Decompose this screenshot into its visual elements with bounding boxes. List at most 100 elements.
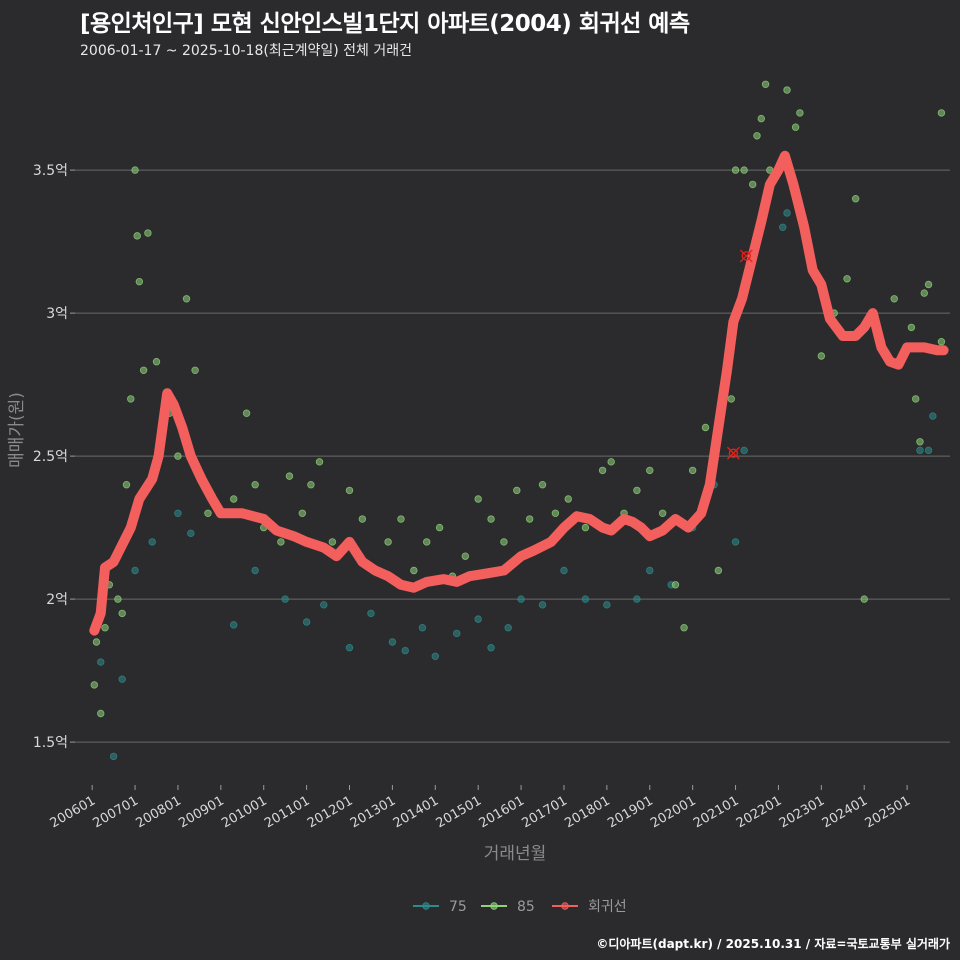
x-tick-label-7: 201301: [348, 793, 398, 831]
point-85-12: [139, 366, 148, 374]
point-85-51: [607, 458, 615, 466]
x-axis: 2006012007012008012009012010012011012012…: [48, 785, 913, 831]
point-75-27: [633, 595, 641, 603]
x-tick-label-1: 200701: [91, 793, 141, 831]
point-75-5: [174, 509, 182, 517]
y-tick-label-0: 1.5억: [33, 735, 68, 751]
point-85-11: [135, 277, 144, 286]
point-85-10: [133, 232, 141, 240]
point-85-6: [118, 609, 126, 618]
point-85-47: [551, 509, 560, 517]
point-85-54: [646, 466, 654, 475]
point-85-64: [748, 180, 757, 189]
point-85-34: [384, 538, 392, 546]
point-75-16: [418, 624, 427, 632]
point-85-9: [131, 166, 139, 174]
point-85-23: [251, 481, 259, 489]
grid-lines: [75, 169, 950, 743]
point-85-55: [658, 509, 667, 517]
point-85-85: [937, 109, 946, 117]
point-85-31: [345, 486, 354, 495]
point-75-17: [431, 652, 439, 660]
y-tick-label-1: 2억: [46, 592, 68, 608]
point-85-80: [907, 323, 916, 332]
point-75-28: [646, 566, 654, 575]
point-75-38: [924, 446, 933, 455]
legend-label-1: 85: [517, 899, 535, 915]
point-75-24: [560, 566, 568, 575]
point-75-14: [388, 638, 397, 646]
x-tick-label-18: 202401: [820, 793, 870, 831]
point-75-6: [187, 529, 195, 538]
x-tick-label-6: 201201: [305, 793, 355, 831]
point-75-9: [281, 595, 289, 603]
x-axis-label: 거래년월: [484, 844, 547, 864]
x-tick-label-3: 200901: [176, 793, 226, 831]
point-85-0: [90, 681, 99, 689]
x-tick-label-2: 200801: [133, 793, 183, 831]
y-tick-label-2: 2.5억: [33, 449, 68, 465]
point-85-73: [817, 352, 826, 360]
point-85-66: [757, 114, 765, 123]
x-tick-label-5: 201101: [262, 793, 312, 831]
point-85-83: [920, 289, 928, 297]
point-85-16: [174, 452, 182, 460]
point-75-1: [109, 752, 118, 761]
point-85-44: [513, 486, 521, 495]
point-75-7: [230, 621, 238, 629]
point-85-48: [564, 495, 572, 503]
point-75-39: [929, 412, 937, 420]
point-85-38: [435, 523, 444, 532]
x-tick-label-16: 202201: [734, 793, 784, 831]
x-tick-label-13: 201901: [605, 793, 655, 831]
point-85-71: [791, 123, 800, 131]
point-85-65: [753, 132, 761, 140]
point-85-14: [152, 358, 161, 366]
point-85-81: [911, 395, 920, 403]
point-85-25: [277, 538, 285, 546]
legend-item-1: 85: [481, 899, 535, 915]
point-85-3: [101, 624, 109, 632]
x-tick-label-8: 201401: [391, 793, 441, 831]
point-75-4: [148, 538, 156, 546]
x-tick-label-0: 200601: [48, 793, 98, 831]
point-75-37: [916, 446, 924, 455]
point-85-7: [122, 481, 131, 489]
point-85-19: [204, 509, 212, 517]
x-tick-label-10: 201601: [477, 793, 527, 831]
chart-title: [용인처인구] 모현 신안인스빌1단지 아파트(2004) 회귀선 예측: [80, 11, 690, 37]
point-85-62: [731, 166, 740, 174]
point-75-21: [504, 624, 512, 632]
point-85-60: [714, 566, 723, 575]
point-75-13: [367, 609, 375, 618]
y-tick-label-3: 3억: [46, 306, 68, 322]
point-85-70: [783, 86, 791, 94]
y-tick-label-4: 3.5억: [33, 163, 68, 179]
x-tick-label-17: 202301: [777, 793, 827, 831]
legend: 75 85 회귀선: [413, 899, 627, 915]
point-85-40: [461, 552, 470, 560]
regression-layer: [89, 150, 949, 636]
point-85-58: [688, 466, 697, 475]
point-75-33: [740, 446, 748, 455]
point-75-12: [345, 644, 354, 652]
point-75-2: [118, 675, 126, 683]
point-75-32: [731, 538, 740, 546]
point-85-67: [761, 80, 770, 88]
highlight-marker-0: [726, 446, 740, 460]
point-85-8: [127, 395, 135, 403]
point-85-46: [538, 481, 547, 489]
point-85-13: [144, 229, 152, 237]
point-85-45: [525, 515, 534, 523]
legend-label-0: 75: [449, 899, 467, 915]
point-85-30: [328, 538, 337, 546]
point-85-82: [916, 438, 924, 446]
x-tick-label-19: 202501: [863, 793, 913, 831]
point-75-18: [453, 629, 461, 638]
point-85-37: [423, 538, 431, 546]
legend-item-0: 75: [413, 899, 467, 915]
point-85-21: [230, 495, 238, 503]
point-85-76: [851, 194, 860, 203]
chart-subtitle: 2006-01-17 ~ 2025-10-18(최근계약일) 전체 거래건: [80, 43, 412, 59]
